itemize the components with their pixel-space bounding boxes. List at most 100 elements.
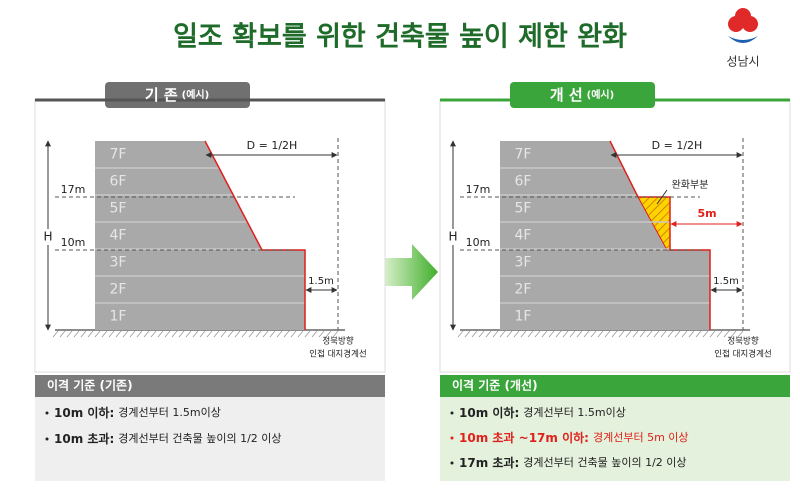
ground-hatch [115, 330, 122, 338]
ground-hatch [318, 330, 325, 338]
bullet [450, 411, 454, 415]
criteria-text: 경계선부터 5m 이상 [593, 431, 689, 444]
ground-hatch [108, 330, 115, 338]
panel-tab-label: 기 존 (예시) [145, 86, 209, 104]
ground-hatch [164, 330, 171, 338]
h-label-bg [41, 229, 55, 245]
limit-line [204, 140, 306, 330]
ground-hatch [192, 330, 199, 338]
floor-label: 7F [110, 147, 127, 163]
floor-label: 4F [110, 228, 127, 244]
ground-hatch [618, 330, 625, 338]
relief-pointer [656, 189, 668, 205]
ground-hatch [583, 330, 590, 338]
floor-label: 7F [515, 147, 532, 163]
ground-hatch [590, 330, 597, 338]
ground-hatch [597, 330, 604, 338]
ground-hatch [723, 330, 730, 338]
floor-label: 6F [110, 174, 127, 190]
ground-hatch [122, 330, 129, 338]
ground-hatch [59, 330, 66, 338]
height-label: 10m [61, 236, 86, 249]
distance-label: D = 1/2H [247, 139, 298, 152]
ground-hatch [541, 330, 548, 338]
ground-hatch [290, 330, 297, 338]
bullet [450, 436, 454, 440]
ground-hatch [730, 330, 737, 338]
limit-line [609, 140, 711, 330]
ground-hatch [269, 330, 276, 338]
ground-hatch [492, 330, 499, 338]
criteria-label: 17m 초과: [459, 455, 519, 470]
floor-label: 2F [515, 282, 532, 298]
ground-hatch [178, 330, 185, 338]
bullet [45, 411, 49, 415]
ground-hatch [737, 330, 744, 338]
floor-label: 1F [515, 309, 532, 325]
ground-hatch [150, 330, 157, 338]
ground-hatch [625, 330, 632, 338]
ground-hatch [569, 330, 576, 338]
criteria-title: 이격 기준 (기존) [47, 378, 133, 393]
criteria-text: 경계선부터 1.5m이상 [523, 406, 626, 419]
tab-note: (예시) [587, 88, 615, 101]
criteria-label: 10m 초과: [54, 431, 114, 446]
ground-hatch [94, 330, 101, 338]
logo: 성남시 [726, 8, 760, 69]
logo-base [728, 36, 758, 43]
ground-hatch [101, 330, 108, 338]
ground-hatch [485, 330, 492, 338]
ground-hatch [534, 330, 541, 338]
building [500, 141, 710, 330]
height-label: 10m [466, 236, 491, 249]
criteria-label: 10m 이하: [459, 405, 519, 420]
floor-label: 2F [110, 282, 127, 298]
ground-hatch [478, 330, 485, 338]
ground-hatch [688, 330, 695, 338]
ground-hatch [520, 330, 527, 338]
ground-hatch [457, 330, 464, 338]
ground-hatch [136, 330, 143, 338]
total-height-label: H [43, 230, 52, 244]
ground-hatch [499, 330, 506, 338]
criteria-text: 경계선부터 건축물 높이의 1/2 이상 [118, 432, 281, 445]
ground-hatch [206, 330, 213, 338]
boundary-label: 인접 대지경계선 [309, 349, 366, 360]
floor-label: 1F [110, 309, 127, 325]
criteria-label: 10m 초과 ~17m 이하: [459, 430, 589, 445]
ground-hatch [527, 330, 534, 338]
ground-hatch [471, 330, 478, 338]
title: 일조 확보를 위한 건축물 높이 제한 완화 [173, 22, 627, 53]
height-label: 17m [61, 183, 86, 196]
criteria-list [440, 397, 790, 481]
floor-label: 5F [110, 201, 127, 217]
ground-hatch [548, 330, 555, 338]
ground-hatch [255, 330, 262, 338]
ground-hatch [87, 330, 94, 338]
ground-hatch [227, 330, 234, 338]
ground-hatch [213, 330, 220, 338]
criteria-list [35, 397, 385, 481]
ground-hatch [171, 330, 178, 338]
ground-hatch [52, 330, 59, 338]
ground-hatch [604, 330, 611, 338]
ground-hatch [632, 330, 639, 338]
criteria-bar [35, 375, 385, 397]
ground-hatch [234, 330, 241, 338]
ground-hatch [646, 330, 653, 338]
setback-label: 1.5m [308, 276, 334, 287]
tab-title: 기 존 [145, 86, 178, 104]
panel: 개 선 (예시) 1F 2F 3F 4F 5F 6F 7F 17m 10m H D = 1/2H 1.5m… [439, 82, 791, 481]
ground-hatch [262, 330, 269, 338]
floor-label: 3F [515, 255, 532, 271]
floor-label: 6F [515, 174, 532, 190]
ground-hatch [695, 330, 702, 338]
ground-hatch [220, 330, 227, 338]
logo-petal [735, 8, 751, 24]
ground-hatch [241, 330, 248, 338]
ground-hatch [325, 330, 332, 338]
ground-hatch [80, 330, 87, 338]
ground-hatch [283, 330, 290, 338]
transition-arrow [385, 244, 438, 300]
criteria-text: 경계선부터 건축물 높이의 1/2 이상 [523, 456, 686, 469]
